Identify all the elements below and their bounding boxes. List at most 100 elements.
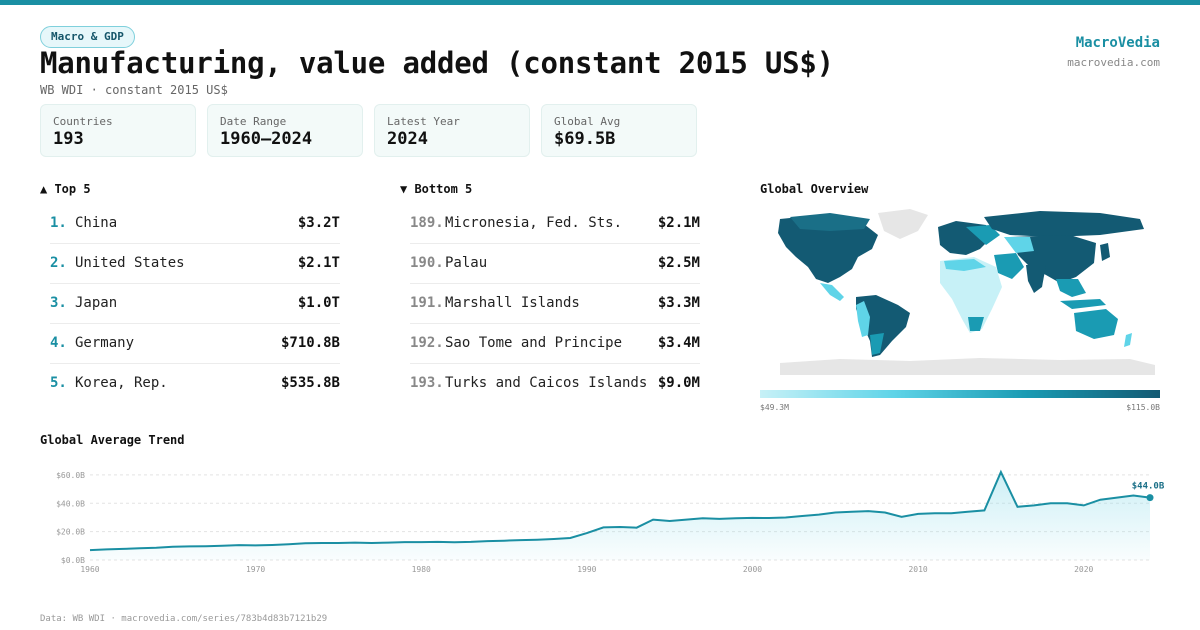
x-tick-label: 1960: [80, 565, 99, 574]
world-map[interactable]: [760, 205, 1160, 383]
bottom5-row[interactable]: 192. Sao Tome and Principe $3.4M: [410, 324, 700, 364]
rank-number: 1.: [50, 215, 67, 231]
map-region-south-africa: [968, 317, 984, 331]
bottom5-row[interactable]: 189. Micronesia, Fed. Sts. $2.1M: [410, 204, 700, 244]
country-name: United States: [75, 255, 185, 271]
rank-number: 189.: [410, 215, 444, 231]
map-region-central-america: [820, 283, 844, 301]
x-tick-label: 2000: [743, 565, 762, 574]
top5-row[interactable]: 3. Japan $1.0T: [50, 284, 340, 324]
bottom5-row[interactable]: 190. Palau $2.5M: [410, 244, 700, 284]
stat-label: Global Avg: [554, 115, 621, 128]
map-legend-min: $49.3M: [760, 403, 789, 412]
country-value: $2.1T: [297, 255, 340, 271]
map-region-europe-east: [966, 225, 1000, 245]
footer-source: Data: WB WDI · macrovedia.com/series/783…: [40, 614, 328, 624]
stat-value: 1960–2024: [220, 129, 313, 149]
map-legend-bar: [760, 390, 1160, 398]
trend-area: [90, 472, 1150, 560]
rank-number: 2.: [50, 255, 67, 271]
page-title: Manufacturing, value added (constant 201…: [40, 46, 834, 80]
country-value: $535.8B: [280, 375, 340, 391]
country-name: Micronesia, Fed. Sts.: [445, 215, 623, 231]
world-map-svg: [778, 209, 1155, 375]
map-region-middle-east: [994, 253, 1024, 279]
map-region-southeast-asia: [1056, 279, 1086, 297]
country-value: $2.1M: [657, 215, 700, 231]
top5-row[interactable]: 4. Germany $710.8B: [50, 324, 340, 364]
map-region-africa-north: [944, 259, 986, 271]
stat-card-countries: Countries 193: [40, 104, 196, 157]
rank-number: 192.: [410, 335, 444, 351]
rank-number: 4.: [50, 335, 67, 351]
category-tag[interactable]: Macro & GDP: [40, 26, 135, 48]
brand-url[interactable]: macrovedia.com: [1067, 56, 1160, 69]
trend-line: [89, 469, 1151, 552]
stat-value: 193: [53, 129, 84, 149]
stat-value: 2024: [387, 129, 428, 149]
country-value: $3.2T: [297, 215, 340, 231]
rank-number: 190.: [410, 255, 444, 271]
map-region-greenland: [878, 209, 928, 239]
trend-title: Global Average Trend: [40, 433, 185, 447]
map-region-antarctica: [780, 358, 1155, 375]
rank-number: 193.: [410, 375, 444, 391]
bottom5-title: ▼ Bottom 5: [400, 182, 473, 196]
country-name: China: [75, 215, 118, 231]
country-value: $2.5M: [657, 255, 700, 271]
map-region-indonesia: [1060, 299, 1106, 309]
top-accent-bar: [0, 0, 1200, 5]
country-value: $3.3M: [657, 295, 700, 311]
trend-chart[interactable]: $0.0B $20.0B $40.0B $60.0B 1960 1970 1980 1990 2…: [40, 455, 1170, 580]
rank-number: 5.: [50, 375, 67, 391]
x-tick-label: 2010: [908, 565, 927, 574]
map-region-africa: [940, 257, 1002, 333]
country-name: Palau: [445, 255, 488, 271]
map-region-central-asia: [1004, 237, 1034, 253]
stat-label: Date Range: [220, 115, 287, 128]
map-region-japan: [1100, 243, 1110, 261]
country-value: $710.8B: [280, 335, 340, 351]
brand-name[interactable]: MacroVedia: [1075, 35, 1160, 51]
country-value: $3.4M: [657, 335, 700, 351]
trend-end-point: [1146, 494, 1154, 502]
country-name: Japan: [75, 295, 118, 311]
map-region-india: [1026, 265, 1046, 293]
map-region-north-america: [778, 215, 878, 283]
page-subtitle: WB WDI · constant 2015 US$: [40, 83, 228, 97]
map-legend-max: $115.0B: [1126, 403, 1160, 412]
bottom5-row[interactable]: 193. Turks and Caicos Islands $9.0M: [410, 364, 700, 404]
map-region-new-zealand: [1124, 333, 1132, 347]
country-value: $9.0M: [657, 375, 700, 391]
map-region-south-america-west: [856, 301, 870, 337]
country-name: Turks and Caicos Islands: [445, 375, 648, 391]
y-tick-label: $40.0B: [56, 499, 85, 508]
x-tick-label: 1980: [412, 565, 431, 574]
country-name: Sao Tome and Principe: [445, 335, 623, 351]
map-title: Global Overview: [760, 182, 869, 196]
rank-number: 3.: [50, 295, 67, 311]
top5-title: ▲ Top 5: [40, 182, 91, 196]
top5-row[interactable]: 5. Korea, Rep. $535.8B: [50, 364, 340, 404]
country-name: Korea, Rep.: [75, 375, 168, 391]
stat-label: Latest Year: [387, 115, 460, 128]
map-region-south-america: [856, 295, 910, 357]
stat-label: Countries: [53, 115, 113, 128]
bottom5-row[interactable]: 191. Marshall Islands $3.3M: [410, 284, 700, 324]
country-name: Germany: [75, 335, 135, 351]
x-tick-label: 2020: [1074, 565, 1093, 574]
trend-end-label: $44.0B: [1132, 482, 1165, 492]
map-region-argentina: [870, 333, 884, 355]
country-value: $1.0T: [297, 295, 340, 311]
x-tick-label: 1990: [577, 565, 596, 574]
y-tick-label: $20.0B: [56, 528, 85, 537]
map-region-australia: [1074, 309, 1118, 339]
top5-row[interactable]: 1. China $3.2T: [50, 204, 340, 244]
stat-card-global-avg: Global Avg $69.5B: [541, 104, 697, 157]
y-tick-label: $0.0B: [61, 556, 85, 565]
rank-number: 191.: [410, 295, 444, 311]
top5-row[interactable]: 2. United States $2.1T: [50, 244, 340, 284]
x-tick-label: 1970: [246, 565, 265, 574]
stat-card-latest-year: Latest Year 2024: [374, 104, 530, 157]
stat-card-date-range: Date Range 1960–2024: [207, 104, 363, 157]
